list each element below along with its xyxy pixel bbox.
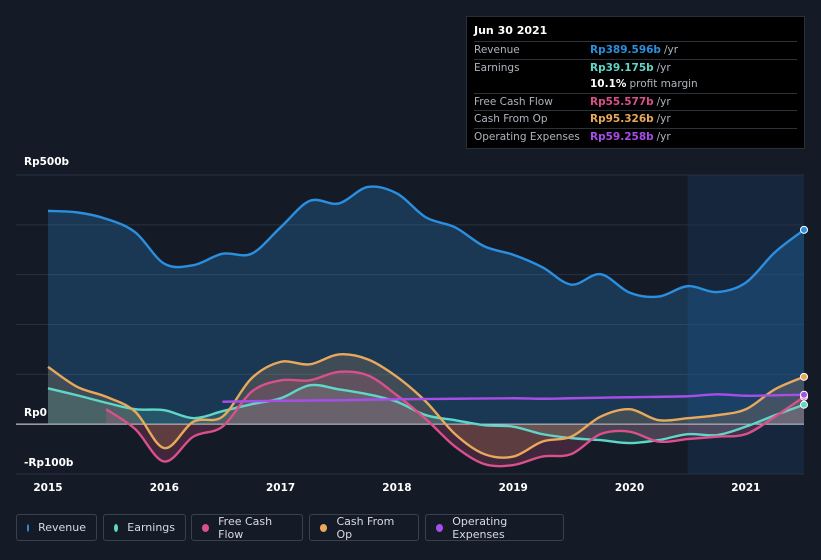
earnings-end-marker xyxy=(800,400,808,409)
operating-expenses-line xyxy=(222,393,805,403)
tooltip-row-revenue: Revenue Rp389.596b /yr xyxy=(474,41,797,59)
tooltip-row-cash-from-op: Cash From Op Rp95.326b /yr xyxy=(474,110,797,128)
legend-label: Cash From Op xyxy=(336,514,395,541)
tooltip-value: Rp389.596b xyxy=(590,44,661,56)
x-tick-label: 2018 xyxy=(382,482,411,494)
tooltip-label xyxy=(474,76,590,93)
tooltip-date: Jun 30 2021 xyxy=(474,24,548,37)
tooltip-panel: Jun 30 2021 Revenue Rp389.596b /yr Earni… xyxy=(466,16,805,149)
legend-dot-icon xyxy=(114,523,119,532)
legend-label: Revenue xyxy=(38,521,86,534)
tooltip-value: Rp55.577b xyxy=(590,95,654,108)
x-tick-label: 2020 xyxy=(615,482,644,494)
x-tick-label: 2019 xyxy=(499,482,528,494)
tooltip-label: Revenue xyxy=(474,44,520,56)
revenue-line xyxy=(47,185,805,299)
free-cash-flow-area xyxy=(106,371,804,467)
tooltip-unit: profit margin xyxy=(629,78,698,91)
tooltip-row-operating-expenses: Operating Expenses Rp59.258b /yr xyxy=(474,127,797,146)
tooltip-label: Cash From Op xyxy=(474,113,548,126)
free-cash-flow-line xyxy=(105,370,805,468)
tooltip-unit: /yr xyxy=(656,113,671,126)
tooltip-unit: /yr xyxy=(663,44,679,56)
chart-lines xyxy=(47,185,805,468)
x-tick-label: 2016 xyxy=(150,482,179,494)
chart-end-markers xyxy=(800,225,808,409)
legend-item-revenue[interactable]: Revenue xyxy=(16,514,97,541)
tooltip-value: 10.1% xyxy=(590,78,627,91)
tooltip-value: Rp39.175b xyxy=(590,61,654,74)
cash-from-op-line xyxy=(47,353,805,459)
revenue-area xyxy=(48,186,804,425)
tooltip-row-profit-margin: 10.1% profit margin xyxy=(474,76,797,93)
y-label-top: Rp500b xyxy=(24,156,70,168)
cash-from-op-area xyxy=(48,354,804,458)
legend-item-free-cash-flow[interactable]: Free Cash Flow xyxy=(191,514,303,541)
legend-item-cash-from-op[interactable]: Cash From Op xyxy=(309,514,419,541)
legend-dot-icon xyxy=(27,523,30,532)
tooltip-label: Earnings xyxy=(474,61,520,74)
legend-label: Operating Expenses xyxy=(452,514,508,541)
cash-from-op-end-marker xyxy=(800,372,808,381)
tooltip-row-free-cash-flow: Free Cash Flow Rp55.577b /yr xyxy=(474,92,797,111)
earnings-line xyxy=(47,383,805,445)
legend-dot-icon xyxy=(436,523,444,532)
operating-expenses-end-marker xyxy=(800,390,808,399)
x-tick-label: 2015 xyxy=(33,482,62,494)
tooltip-value: Rp95.326b xyxy=(590,113,654,126)
tooltip-unit: /yr xyxy=(656,95,671,108)
x-tick-label: 2021 xyxy=(731,482,760,494)
legend-label: Earnings xyxy=(127,521,175,534)
tooltip-label: Operating Expenses xyxy=(474,130,580,143)
y-label-bottom: -Rp100b xyxy=(24,457,74,469)
earnings-area xyxy=(48,384,804,444)
tooltip-unit: /yr xyxy=(656,61,671,74)
tooltip-row-earnings: Earnings Rp39.175b /yr xyxy=(474,58,797,77)
legend-item-operating-expenses[interactable]: Operating Expenses xyxy=(425,514,564,541)
revenue-end-marker xyxy=(800,225,808,234)
tooltip-unit: /yr xyxy=(656,130,671,143)
y-label-zero: Rp0 xyxy=(24,407,47,419)
legend-dot-icon xyxy=(320,523,328,532)
chart-grid xyxy=(16,174,804,475)
chart-areas xyxy=(48,186,804,467)
legend-item-earnings[interactable]: Earnings xyxy=(103,514,186,541)
legend-dot-icon xyxy=(202,523,210,532)
tooltip-value: Rp59.258b xyxy=(590,130,654,143)
x-axis-ticks: 2015 2016 2017 2018 2019 2020 2021 xyxy=(33,482,760,494)
legend-label: Free Cash Flow xyxy=(218,514,273,541)
x-tick-label: 2017 xyxy=(266,482,295,494)
tooltip-label: Free Cash Flow xyxy=(474,95,553,108)
